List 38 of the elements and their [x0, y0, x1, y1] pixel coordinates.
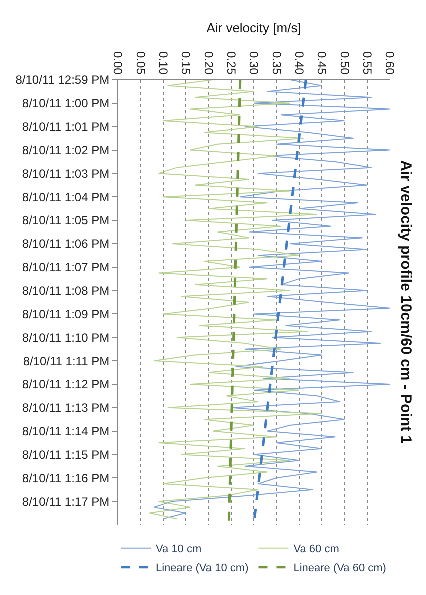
y-tick-label: 8/10/11 1:08 PM [22, 284, 110, 298]
legend-label: Va 60 cm [294, 544, 340, 556]
x-tick-label: 0.15 [179, 51, 194, 76]
y-tick-label: 8/10/11 1:11 PM [23, 354, 110, 368]
y-tick-label: 8/10/11 1:09 PM [22, 307, 110, 322]
x-tick-label: 0.60 [383, 51, 398, 76]
y-tick-label: 8/10/11 1:04 PM [22, 190, 110, 204]
legend-label: Lineare (Va 60 cm) [294, 562, 386, 575]
y-tick-label: 8/10/11 1:07 PM [22, 260, 110, 275]
x-tick-label: 0.50 [338, 51, 352, 76]
y-tick-label: 8/10/11 1:01 PM [22, 120, 110, 134]
x-tick-label: 0.20 [202, 51, 216, 76]
legend-label: Va 10 cm [156, 544, 202, 556]
y-tick-label: 8/10/11 1:16 PM [22, 471, 110, 486]
x-tick-label: 0.25 [224, 51, 238, 76]
legend-label: Lineare (Va 10 cm) [156, 562, 249, 575]
y-tick-label: 8/10/11 1:12 PM [22, 378, 110, 392]
y-tick-label: 8/10/11 1:03 PM [22, 166, 110, 181]
y-tick-label: 8/10/11 1:15 PM [22, 448, 110, 462]
y-tick-label: 8/10/11 1:02 PM [22, 143, 110, 158]
y-tick-label: 8/10/11 1:10 PM [22, 330, 110, 345]
y-tick-label: 8/10/11 1:06 PM [22, 237, 110, 252]
x-tick-label: 0.05 [134, 51, 148, 76]
y-tick-label: 8/10/11 1:13 PM [22, 401, 110, 416]
x-tick-label: 0.35 [270, 51, 284, 76]
x-axis-title: Air velocity [m/s] [206, 20, 302, 36]
y-tick-label: 8/10/11 1:00 PM [22, 96, 110, 111]
x-tick-label: 0.55 [360, 51, 374, 76]
x-tick-label: 0.40 [292, 51, 306, 76]
y-tick-label: 8/10/11 1:14 PM [22, 424, 110, 439]
x-tick-label: 0.30 [247, 51, 262, 76]
text: Air velocity profile 10cm/60 cm - Point 1 [397, 160, 414, 444]
y-tick-label: 8/10/11 12:59 PM [16, 73, 110, 88]
x-tick-label: 0.10 [156, 51, 170, 76]
y-tick-label: 8/10/11 1:17 PM [22, 494, 110, 509]
y-tick-label: 8/10/11 1:05 PM [22, 214, 110, 228]
x-tick-label: 0.45 [315, 51, 330, 76]
x-tick-label: 0.00 [111, 51, 126, 76]
